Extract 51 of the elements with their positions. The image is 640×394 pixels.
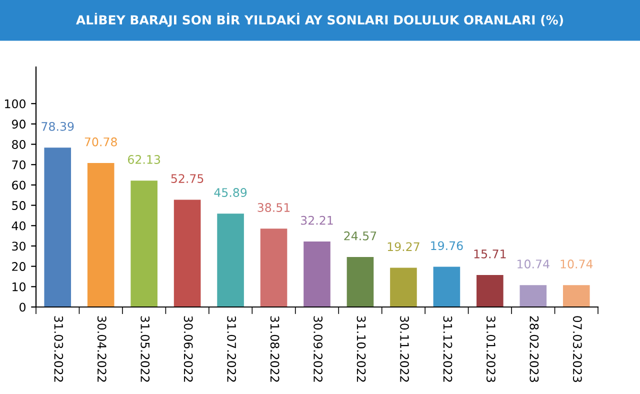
- bar: [433, 266, 460, 307]
- data-label: 62.13: [128, 155, 160, 164]
- data-label: 19.27: [388, 242, 420, 252]
- bar: [260, 228, 288, 307]
- bar: [390, 268, 417, 307]
- y-tick-label: 50: [12, 201, 26, 210]
- y-tick-label: 0: [20, 302, 26, 312]
- bar: [520, 285, 547, 307]
- bar: [304, 241, 330, 307]
- data-label: 15.71: [474, 250, 506, 258]
- x-tick-label: 30.09.2022: [314, 316, 323, 382]
- y-tick-label: 80: [12, 140, 26, 149]
- chart-title: ALİBEY BARAJI SON BİR YILDAKİ AY SONLARI DOLULUK ORANLARI (%): [76, 12, 563, 27]
- x-tick-label: 30.06.2022: [184, 316, 193, 382]
- bar: [346, 257, 374, 307]
- x-tick-label: 31.01.2023: [486, 316, 496, 382]
- y-tick-label: 20: [12, 262, 26, 271]
- x-tick-label: 31.08.2022: [270, 316, 280, 382]
- bar: [476, 275, 504, 307]
- bar: [562, 285, 590, 307]
- x-tick-label: 31.07.2022: [227, 316, 236, 382]
- data-label: 24.57: [344, 231, 376, 240]
- y-tick-label: 10: [12, 282, 26, 292]
- bar: [130, 180, 158, 307]
- data-label: 52.75: [171, 174, 204, 184]
- data-label: 78.39: [42, 122, 74, 131]
- y-tick-label: 70: [12, 160, 26, 170]
- x-tick-label: 31.05.2022: [140, 316, 150, 382]
- y-tick-label: 30: [12, 242, 26, 251]
- y-tick-label: 60: [12, 180, 26, 190]
- bar: [44, 148, 72, 307]
- x-tick-label: 31.03.2022: [54, 316, 64, 382]
- y-tick-label: 100: [5, 99, 26, 108]
- data-label: 19.76: [431, 241, 463, 250]
- bar: [217, 214, 244, 307]
- y-tick-label: 40: [12, 221, 26, 230]
- bar: [174, 200, 201, 307]
- x-tick-label: 28.02.2023: [530, 316, 539, 382]
- x-tick-label: 30.04.2022: [97, 316, 106, 382]
- data-label: 38.51: [258, 203, 290, 212]
- data-label: 45.89: [214, 188, 247, 197]
- data-label: 10.74: [518, 260, 550, 268]
- x-tick-label: 07.03.2023: [572, 316, 582, 382]
- x-tick-label: 30.11.2022: [400, 316, 409, 382]
- data-label: 70.78: [84, 137, 117, 146]
- y-tick-label: 90: [12, 120, 26, 129]
- data-label: 32.21: [301, 216, 333, 225]
- bar: [87, 163, 114, 307]
- data-label: 10.74: [560, 260, 593, 268]
- x-tick-label: 31.10.2022: [356, 316, 366, 382]
- x-tick-label: 31.12.2022: [443, 316, 452, 382]
